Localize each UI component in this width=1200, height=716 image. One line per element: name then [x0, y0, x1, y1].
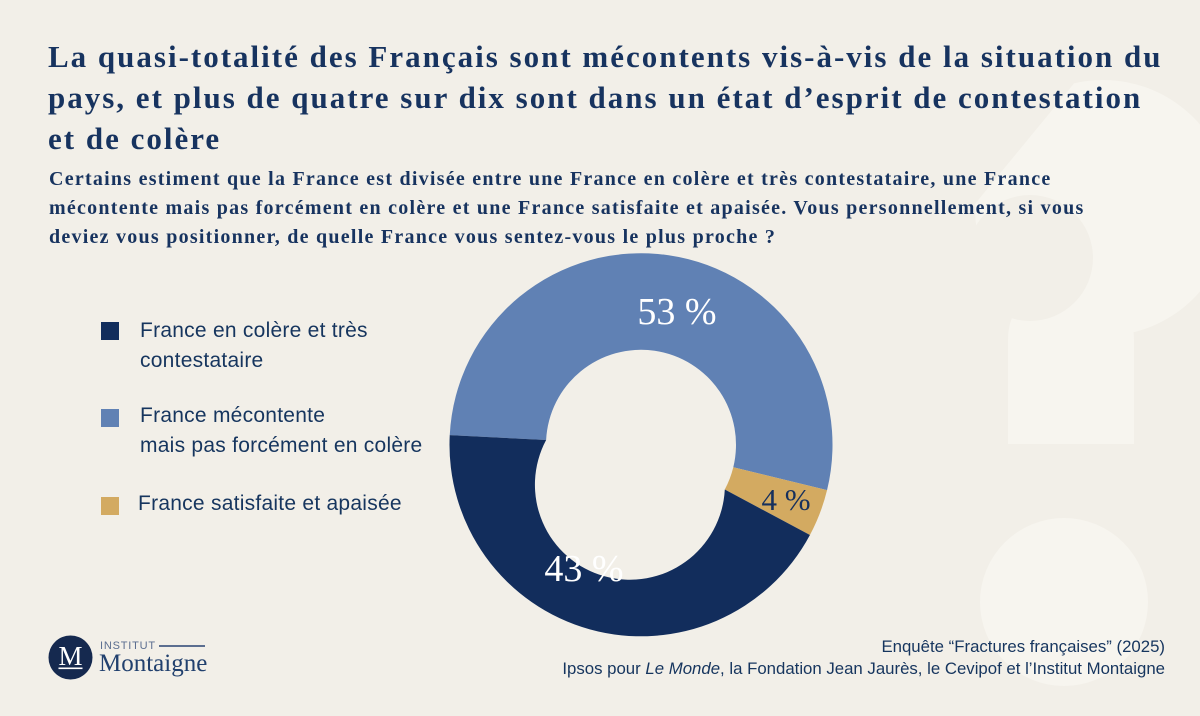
svg-text:M: M	[58, 641, 82, 671]
